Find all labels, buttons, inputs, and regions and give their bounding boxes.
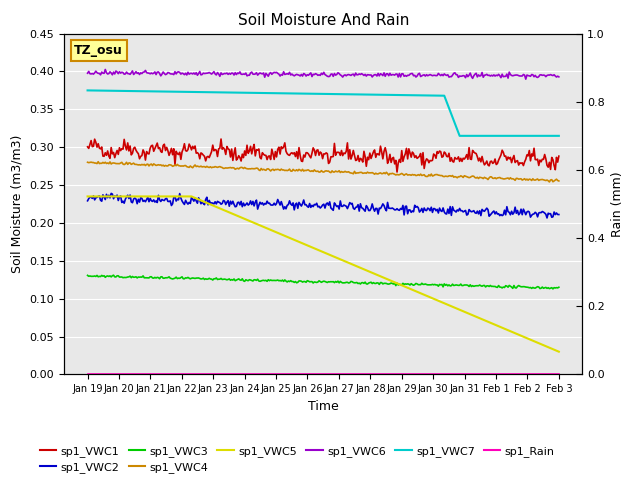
X-axis label: Time: Time [308, 400, 339, 413]
sp1_VWC3 [84, 273, 92, 278]
sp1_Rain [237, 372, 245, 377]
sp1_VWC1 [239, 151, 246, 157]
sp1_VWC2 [555, 212, 563, 217]
sp1_VWC4 [239, 165, 246, 170]
sp1_VWC5 [140, 193, 148, 199]
sp1_VWC7 [456, 133, 463, 139]
sp1_VWC1 [381, 145, 389, 151]
sp1_VWC7 [424, 93, 431, 98]
sp1_VWC7 [237, 90, 245, 96]
sp1_VWC4 [381, 171, 389, 177]
sp1_VWC2 [425, 206, 433, 212]
Title: Soil Moisture And Rain: Soil Moisture And Rain [237, 13, 409, 28]
Line: sp1_VWC6: sp1_VWC6 [88, 70, 559, 79]
Line: sp1_VWC3: sp1_VWC3 [88, 275, 559, 289]
sp1_VWC6 [84, 70, 92, 76]
sp1_VWC6 [381, 73, 389, 79]
sp1_VWC1 [84, 144, 92, 150]
sp1_VWC6 [271, 70, 279, 75]
sp1_VWC6 [428, 72, 435, 78]
Text: TZ_osu: TZ_osu [74, 44, 123, 57]
sp1_VWC2 [428, 204, 435, 210]
Y-axis label: Soil Moisture (m3/m3): Soil Moisture (m3/m3) [11, 135, 24, 273]
sp1_VWC1 [555, 153, 563, 159]
sp1_VWC5 [84, 193, 92, 199]
sp1_VWC1 [393, 169, 401, 175]
sp1_VWC4 [425, 172, 433, 178]
sp1_VWC7 [555, 133, 563, 139]
sp1_VWC7 [84, 87, 92, 93]
Line: sp1_VWC7: sp1_VWC7 [88, 90, 559, 136]
sp1_Rain [426, 372, 434, 377]
sp1_VWC3 [109, 272, 117, 278]
sp1_VWC4 [94, 159, 102, 165]
sp1_VWC7 [380, 92, 388, 98]
sp1_VWC7 [140, 88, 148, 94]
sp1_VWC2 [381, 206, 389, 212]
sp1_VWC3 [555, 284, 563, 290]
Legend: sp1_VWC1, sp1_VWC2, sp1_VWC3, sp1_VWC4, sp1_VWC5, sp1_VWC6, sp1_VWC7, sp1_Rain: sp1_VWC1, sp1_VWC2, sp1_VWC3, sp1_VWC4, … [35, 441, 559, 478]
sp1_VWC2 [239, 204, 246, 210]
sp1_VWC3 [381, 280, 389, 286]
sp1_VWC5 [555, 349, 563, 355]
sp1_VWC7 [426, 93, 434, 98]
sp1_VWC3 [428, 282, 435, 288]
sp1_Rain [424, 372, 431, 377]
sp1_VWC2 [141, 199, 149, 204]
sp1_VWC5 [426, 294, 434, 300]
sp1_VWC3 [271, 277, 279, 283]
sp1_VWC6 [141, 68, 149, 73]
sp1_VWC5 [270, 228, 278, 234]
sp1_VWC1 [271, 149, 279, 155]
sp1_VWC6 [555, 74, 563, 80]
sp1_VWC4 [271, 167, 279, 172]
sp1_VWC1 [217, 136, 225, 142]
sp1_VWC1 [140, 150, 148, 156]
Line: sp1_VWC5: sp1_VWC5 [88, 196, 559, 352]
sp1_Rain [555, 372, 563, 377]
sp1_VWC6 [522, 76, 530, 82]
sp1_VWC4 [428, 171, 435, 177]
sp1_VWC7 [270, 90, 278, 96]
sp1_VWC3 [425, 282, 433, 288]
Line: sp1_VWC4: sp1_VWC4 [88, 162, 559, 182]
sp1_VWC3 [549, 286, 557, 292]
sp1_VWC3 [141, 275, 149, 281]
sp1_VWC4 [84, 159, 92, 165]
sp1_VWC4 [141, 163, 149, 168]
sp1_VWC2 [543, 215, 551, 221]
sp1_VWC3 [239, 276, 246, 282]
sp1_Rain [380, 372, 388, 377]
sp1_Rain [140, 372, 148, 377]
sp1_Rain [270, 372, 278, 377]
sp1_VWC5 [424, 293, 431, 299]
sp1_VWC5 [380, 275, 388, 281]
sp1_VWC6 [425, 72, 433, 78]
sp1_VWC6 [102, 67, 109, 72]
sp1_VWC2 [108, 191, 115, 196]
sp1_VWC6 [239, 72, 246, 77]
sp1_VWC2 [84, 198, 92, 204]
sp1_VWC1 [429, 157, 436, 163]
Line: sp1_VWC1: sp1_VWC1 [88, 139, 559, 172]
sp1_Rain [84, 372, 92, 377]
sp1_VWC2 [271, 202, 279, 208]
sp1_VWC4 [545, 179, 553, 185]
sp1_VWC5 [237, 215, 245, 220]
sp1_VWC1 [426, 157, 434, 163]
sp1_VWC4 [555, 178, 563, 184]
Line: sp1_VWC2: sp1_VWC2 [88, 193, 559, 218]
Y-axis label: Rain (mm): Rain (mm) [611, 171, 623, 237]
